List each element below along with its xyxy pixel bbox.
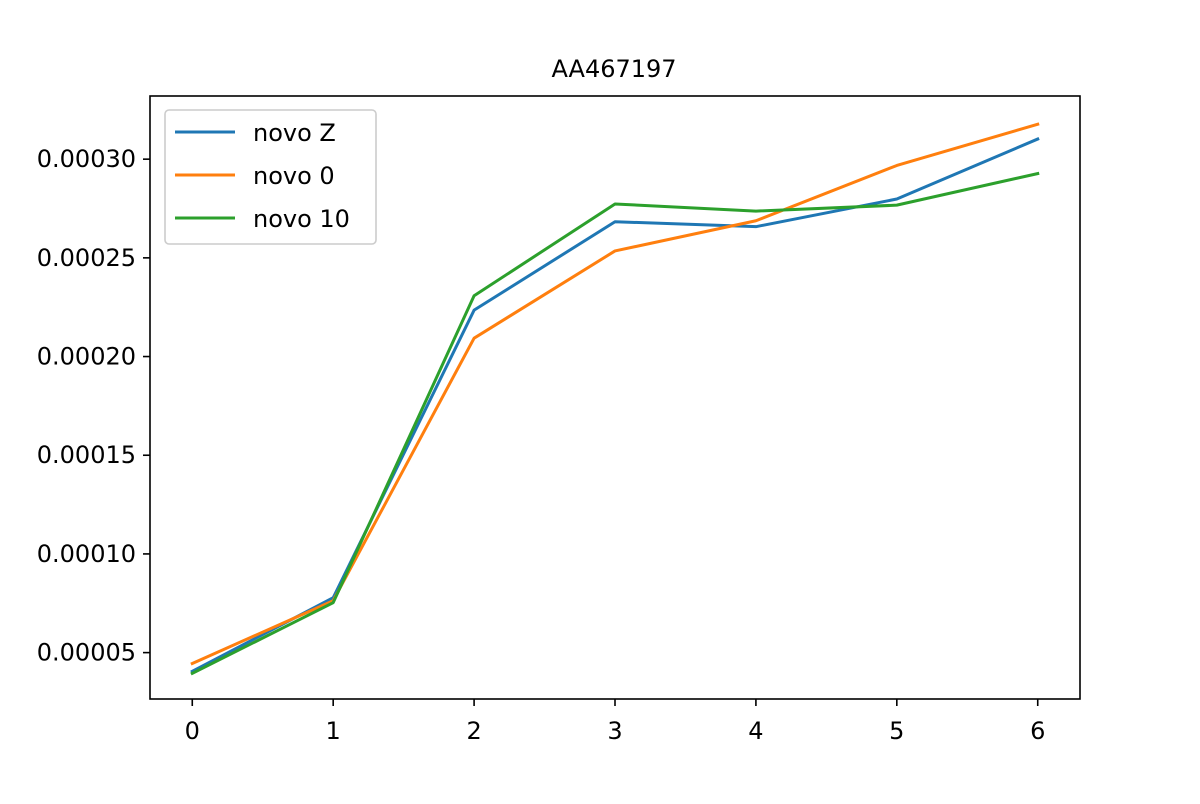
y-tick-label: 0.00025 (37, 244, 136, 272)
legend-label: novo 10 (253, 205, 350, 233)
y-tick-label: 0.00015 (37, 441, 136, 469)
y-tick-label: 0.00010 (37, 540, 136, 568)
x-tick-label: 1 (326, 717, 341, 745)
legend-label: novo 0 (253, 162, 335, 190)
x-tick-label: 5 (889, 717, 904, 745)
series-line-novo-10 (190, 171, 1040, 676)
y-tick-label: 0.00030 (37, 145, 136, 173)
x-tick-label: 2 (466, 717, 481, 745)
x-tick-label: 0 (185, 717, 200, 745)
plot-area: 0 1 2 3 4 5 6 0.00005 0.00010 0.00015 0.00020 0.000… (37, 95, 1081, 745)
y-tick-label: 0.00005 (37, 639, 136, 667)
x-tick-label: 4 (748, 717, 763, 745)
legend-label: novo Z (253, 119, 336, 147)
legend-box (164, 109, 377, 245)
x-tick-label: 3 (607, 717, 622, 745)
chart-title: AA467197 (551, 55, 676, 83)
x-tick-label: 6 (1030, 717, 1045, 745)
y-tick-label: 0.00020 (37, 343, 136, 371)
